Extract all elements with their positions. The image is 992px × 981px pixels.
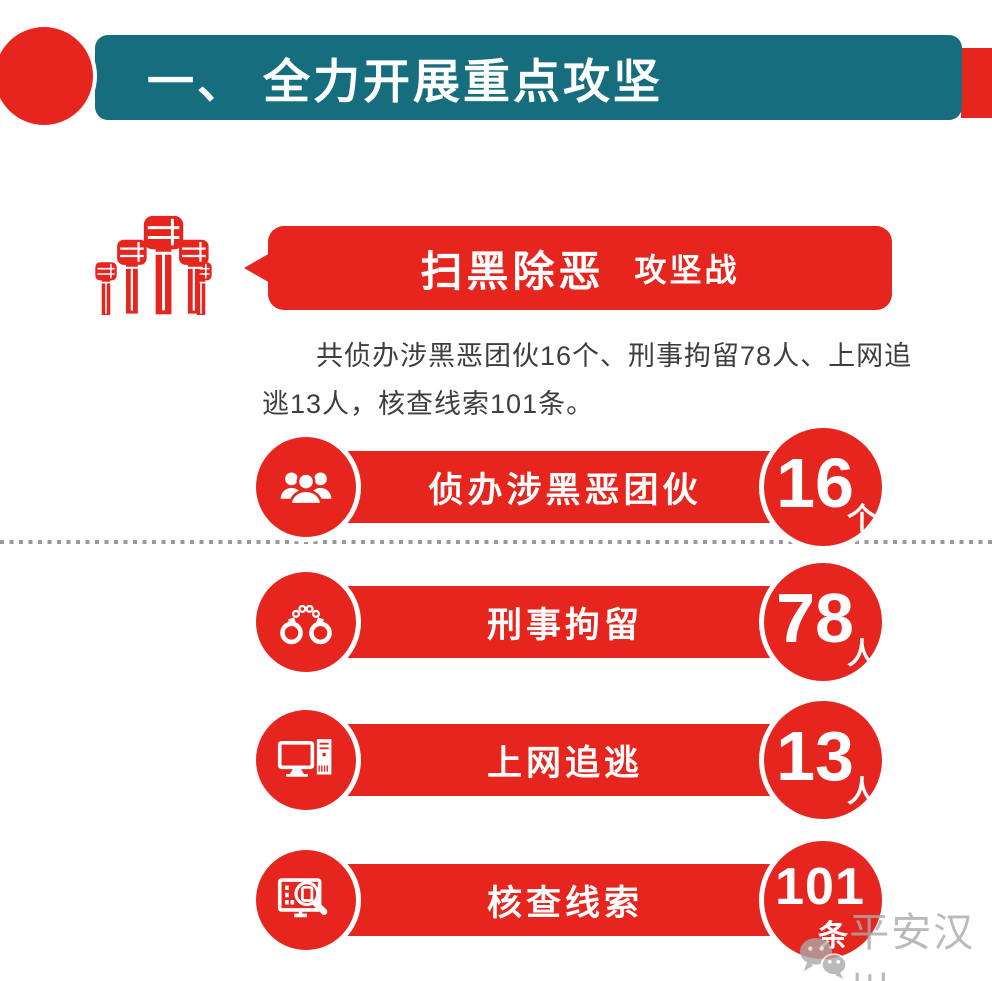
stat-value: 16 — [776, 444, 854, 522]
stat-bar: 核查线索 — [335, 864, 795, 936]
stat-value: 13 — [776, 717, 854, 795]
stat-label: 核查线索 — [486, 883, 643, 923]
stat-row-gangs: 侦办涉黑恶团伙 16 个 — [0, 427, 992, 547]
watermark: 平安汉川 — [798, 900, 992, 981]
computer-icon — [256, 710, 356, 810]
raised-fists-icon — [94, 214, 213, 315]
stat-row-detained: 刑事拘留 78 人 — [0, 562, 992, 682]
page-title: 一、 全力开展重点攻坚 — [147, 55, 664, 108]
campaign-banner: 扫黑除恶 攻坚战 — [268, 226, 892, 310]
stat-value-circle: 101 条 — [764, 841, 882, 959]
stat-bar: 刑事拘留 — [335, 586, 795, 658]
stat-unit: 个 — [847, 503, 877, 536]
wechat-icon — [799, 938, 848, 979]
stat-row-online-pursuit: 上网追逃 13 人 — [0, 700, 992, 820]
stat-value: 101 — [775, 858, 865, 916]
stat-value: 78 — [776, 579, 854, 657]
header-right-tab — [961, 48, 992, 118]
stat-unit: 人 — [847, 638, 877, 671]
header-bar: 一、 全力开展重点攻坚 — [95, 35, 962, 120]
dotted-divider — [0, 540, 992, 544]
stat-value-circle: 78 人 — [764, 563, 882, 681]
stat-value-circle: 16 个 — [764, 428, 882, 546]
stat-label: 侦办涉黑恶团伙 — [428, 470, 702, 510]
stat-label: 刑事拘留 — [486, 605, 643, 645]
summary-text: 共侦办涉黑恶团伙16个、刑事拘留78人、上网追逃13人，核查线索101条。 — [262, 341, 913, 419]
stat-bar: 上网追逃 — [335, 724, 795, 796]
people-group-icon — [256, 437, 356, 537]
stat-bar: 侦办涉黑恶团伙 — [335, 451, 795, 523]
stat-row-clues: 核查线索 101 条 — [0, 840, 992, 960]
banner-subtitle: 攻坚战 — [634, 252, 740, 288]
watermark-text: 平安汉川 — [849, 911, 976, 981]
screen-magnifier-icon — [256, 850, 356, 950]
stat-label: 上网追逃 — [486, 743, 643, 783]
stat-value-circle: 13 人 — [764, 701, 882, 819]
stat-unit: 人 — [847, 776, 877, 809]
handcuffs-icon — [256, 572, 356, 672]
header-left-circle — [0, 27, 93, 125]
banner-title: 扫黑除恶 — [420, 247, 605, 295]
